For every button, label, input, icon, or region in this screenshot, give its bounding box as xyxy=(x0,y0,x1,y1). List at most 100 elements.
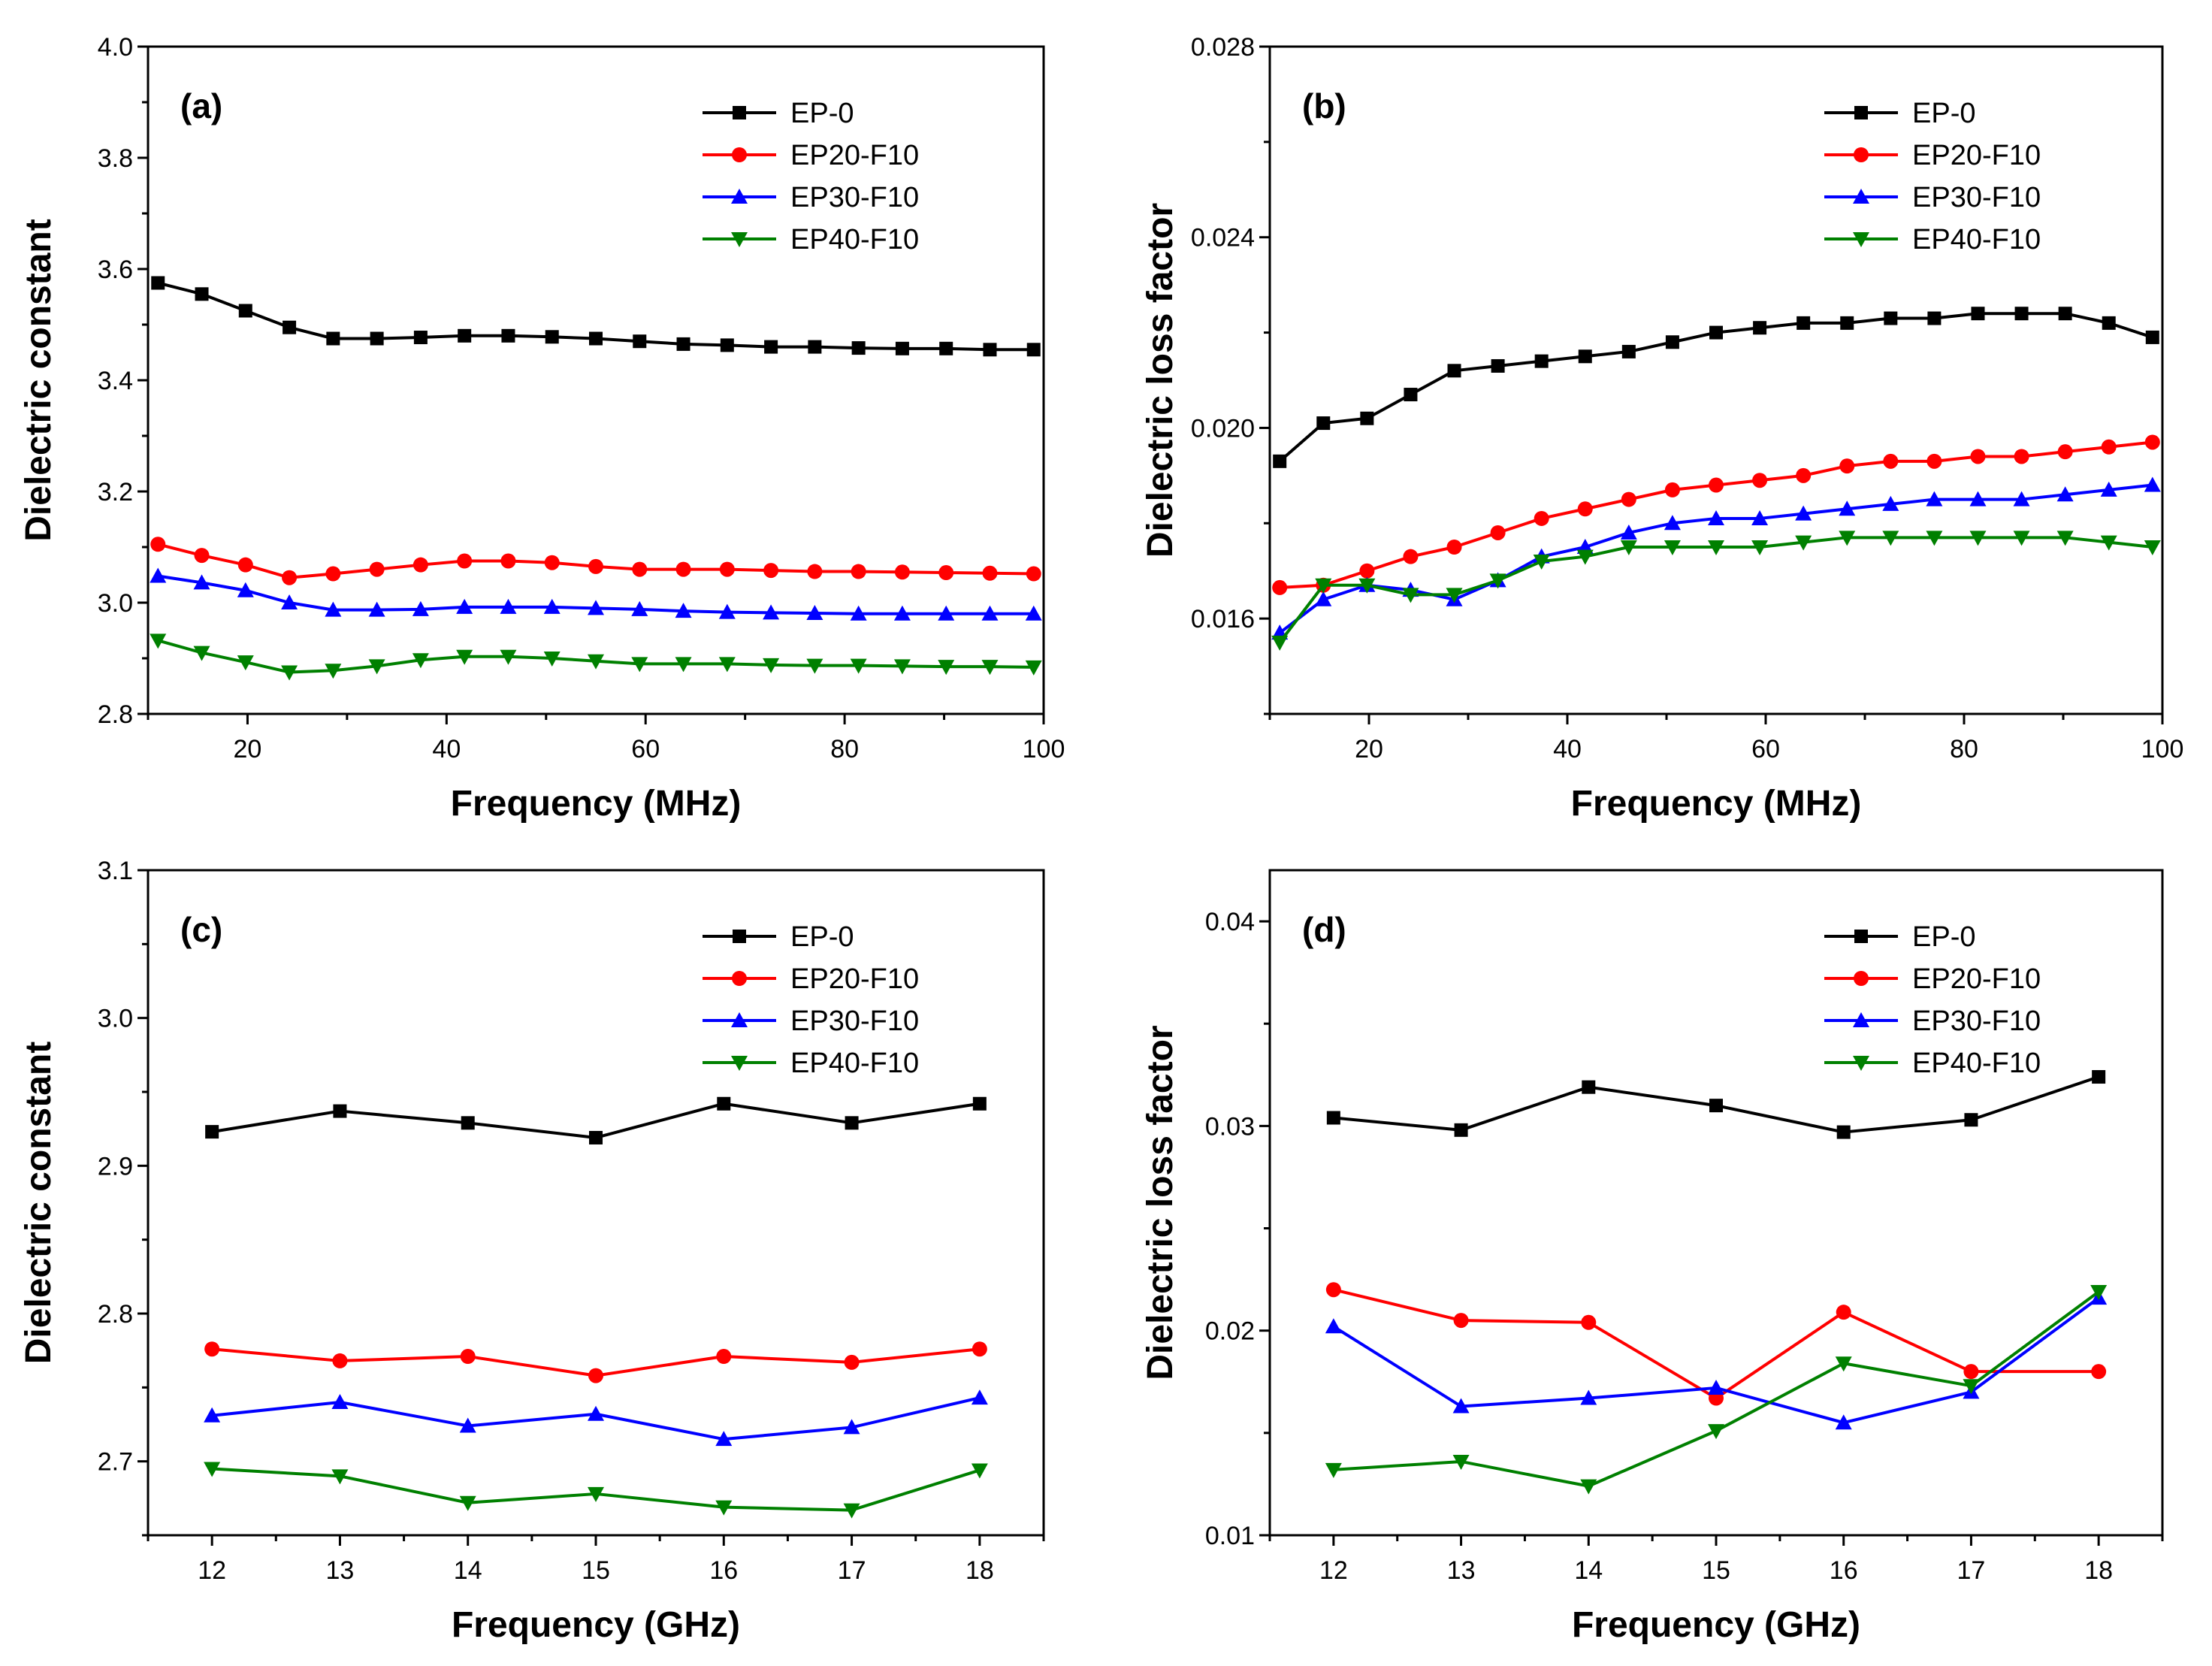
data-point xyxy=(675,603,692,618)
data-point xyxy=(1664,515,1681,531)
data-point xyxy=(460,1349,476,1365)
data-point xyxy=(1970,449,1986,464)
data-point xyxy=(938,565,954,581)
data-point xyxy=(237,582,254,597)
data-point xyxy=(1709,477,1724,493)
x-tick-label: 15 xyxy=(1702,1556,1730,1585)
y-tick-label: 2.8 xyxy=(98,1300,133,1329)
x-tick-label: 80 xyxy=(830,735,859,763)
legend-marker xyxy=(1853,1056,1869,1071)
data-point xyxy=(1883,453,1899,469)
data-point xyxy=(2056,486,2074,502)
series-EP-0 xyxy=(1326,1070,2106,1139)
y-tick-label: 3.1 xyxy=(98,857,133,885)
data-point xyxy=(1582,1080,1596,1094)
legend-marker xyxy=(732,971,747,986)
data-point xyxy=(281,665,298,681)
legend-entry: EP-0 xyxy=(1824,98,1975,129)
data-point xyxy=(1665,335,1679,349)
series-EP30-F10 xyxy=(1325,1290,2108,1430)
data-point xyxy=(632,561,648,577)
data-point xyxy=(1581,1314,1597,1330)
data-point xyxy=(1026,566,1041,582)
data-point xyxy=(675,561,691,577)
data-point xyxy=(2101,439,2117,455)
legend-label: EP30-F10 xyxy=(790,182,919,213)
x-tick-label: 60 xyxy=(1751,735,1780,763)
x-tick-label: 18 xyxy=(2084,1556,2113,1585)
data-point xyxy=(1839,500,1856,516)
data-point xyxy=(631,600,648,616)
legend-label: EP-0 xyxy=(790,98,854,129)
data-point xyxy=(588,600,604,615)
data-point xyxy=(325,664,342,679)
data-point xyxy=(1964,1113,1978,1127)
y-tick-label: 3.6 xyxy=(98,255,133,284)
data-point xyxy=(1620,540,1637,555)
panel-label: (a) xyxy=(180,86,222,125)
data-point xyxy=(589,331,603,346)
data-point xyxy=(717,1096,731,1111)
data-point xyxy=(719,561,735,577)
panel-c: 12 13 14 15 16 17 18 2.7 2.8 2.9 3.0 3.1 Frequency (… xyxy=(19,857,1045,1645)
data-point xyxy=(1882,495,1899,511)
data-point xyxy=(1795,505,1812,521)
data-point xyxy=(588,1368,603,1383)
data-point xyxy=(1840,316,1854,330)
data-point xyxy=(500,598,517,614)
data-point xyxy=(204,1407,221,1423)
series-EP40-F10 xyxy=(204,1462,988,1519)
data-point xyxy=(1751,509,1769,525)
data-point xyxy=(1963,1364,1979,1380)
data-point xyxy=(1884,311,1898,325)
data-point xyxy=(893,659,911,675)
legend-entry: EP20-F10 xyxy=(703,140,919,171)
data-point xyxy=(1272,579,1288,595)
data-point xyxy=(1708,1424,1724,1440)
data-point xyxy=(1358,578,1376,594)
legend-label: EP40-F10 xyxy=(790,1048,919,1079)
data-point xyxy=(720,338,734,352)
data-point xyxy=(204,1462,221,1477)
data-point xyxy=(1325,1318,1342,1334)
data-point xyxy=(806,605,823,621)
y-axis-title: Dielectric loss factor xyxy=(1141,203,1180,558)
legend-marker xyxy=(733,106,746,119)
data-point xyxy=(1580,1479,1597,1495)
data-point xyxy=(461,1116,475,1130)
data-point xyxy=(1325,1462,1342,1478)
data-point xyxy=(972,1096,987,1111)
data-point xyxy=(1404,388,1418,402)
data-point xyxy=(588,1405,604,1421)
data-point xyxy=(1359,563,1375,579)
legend-label: EP-0 xyxy=(1912,98,1975,129)
data-point xyxy=(456,649,473,665)
x-tick-label: 13 xyxy=(1447,1556,1476,1585)
data-point xyxy=(763,658,780,673)
data-point xyxy=(332,1353,348,1368)
legend-entry: EP-0 xyxy=(1824,921,1975,953)
series-EP30-F10 xyxy=(204,1389,988,1447)
data-point xyxy=(459,1495,476,1511)
data-point xyxy=(1963,1379,1980,1395)
data-point xyxy=(844,1354,860,1370)
data-point xyxy=(2100,481,2117,497)
data-point xyxy=(331,1469,349,1485)
data-point xyxy=(204,1341,220,1357)
data-point xyxy=(1315,578,1332,594)
data-point xyxy=(1403,549,1419,564)
data-point xyxy=(2057,444,2073,460)
legend-marker xyxy=(1854,971,1869,986)
data-point xyxy=(1751,540,1769,555)
data-point xyxy=(1271,635,1289,651)
legend-marker xyxy=(731,1012,748,1027)
legend-label: EP20-F10 xyxy=(790,963,919,995)
data-point xyxy=(850,658,867,674)
data-point xyxy=(807,564,823,579)
data-point xyxy=(1709,325,1723,340)
data-point xyxy=(2056,531,2074,546)
data-point xyxy=(983,343,997,357)
data-point xyxy=(1664,540,1681,555)
x-tick-label: 18 xyxy=(965,1556,994,1585)
data-point xyxy=(2144,540,2161,555)
